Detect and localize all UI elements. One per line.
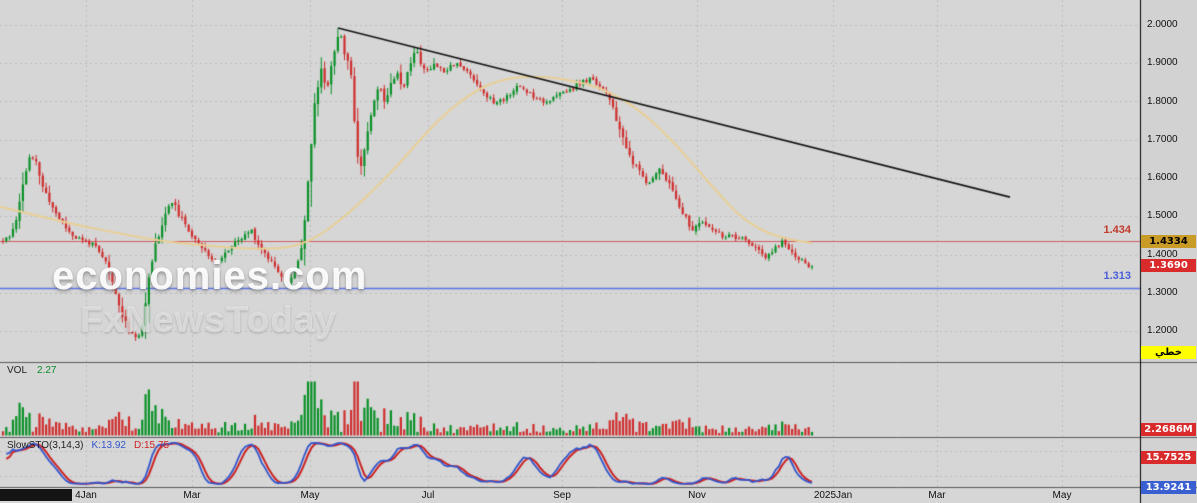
stochastic-k-value: K:13.92 [91, 440, 126, 451]
resistance-line-label: 1.434 [1103, 224, 1131, 236]
stochastic-indicator-label: SlowSTO(3,14,3) [7, 440, 84, 451]
volume-indicator-value: 2.27 [37, 365, 57, 376]
volume-indicator-header: VOL 2.27 [7, 365, 56, 376]
support-line-label: 1.313 [1103, 270, 1131, 282]
volume-indicator-label: VOL [7, 365, 28, 376]
last-price-badge: 1.3690 [1141, 259, 1196, 272]
scale-type-badge[interactable]: خطي [1141, 346, 1196, 359]
stochastic-d-value: D:15.75 [134, 440, 170, 451]
stochastic-d-badge: 15.7525 [1141, 451, 1196, 464]
stochastic-indicator-header: SlowSTO(3,14,3) K:13.92 D:15.75 [7, 440, 169, 451]
volume-value-badge: 2.2686M [1141, 423, 1196, 436]
stochastic-k-badge: 13.9241 [1141, 481, 1196, 494]
resistance-price-badge: 1.4334 [1141, 235, 1196, 248]
